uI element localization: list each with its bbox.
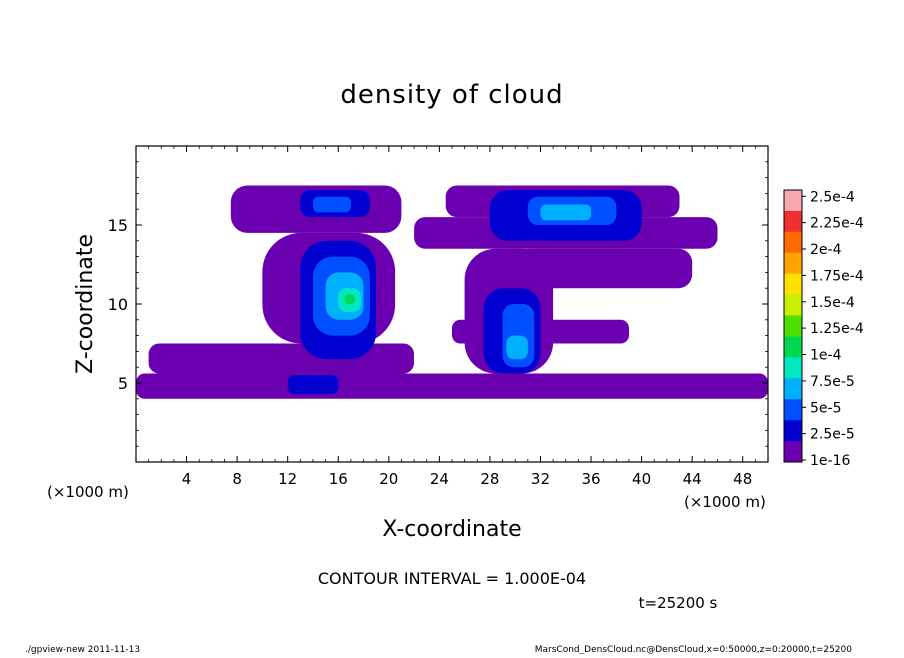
colorbar-label: 2.25e-4 — [810, 216, 864, 232]
colorbar-label: 1.75e-4 — [810, 268, 864, 284]
colorbar-label: 5e-5 — [810, 400, 841, 416]
colorbar-swatch — [784, 190, 802, 211]
contour-interval-text: CONTOUR INTERVAL = 1.000E-04 — [318, 569, 586, 588]
cloud-region-0 — [136, 374, 768, 399]
x-unit-label-right: (×1000 m) — [684, 493, 766, 511]
x-tick-label: 48 — [733, 470, 752, 488]
colorbar-swatch — [784, 399, 802, 420]
cloud-region-7 — [515, 249, 692, 289]
colorbar-swatch — [784, 337, 802, 358]
colorbar-swatch — [784, 232, 802, 253]
colorbar-swatch — [784, 253, 802, 274]
x-tick-label: 32 — [531, 470, 550, 488]
x-tick-label: 40 — [632, 470, 651, 488]
colorbar-swatch — [784, 274, 802, 295]
x-axis-label: X-coordinate — [382, 517, 521, 542]
footer-left: ./gpview-new 2011-11-13 — [25, 645, 140, 654]
x-tick-label: 28 — [480, 470, 499, 488]
cloud-region-17 — [313, 197, 351, 213]
x-tick-label: 12 — [278, 470, 297, 488]
time-text: t=25200 s — [639, 594, 718, 612]
colorbar-label: 1e-16 — [810, 453, 850, 469]
y-tick-label: 10 — [108, 295, 128, 314]
colorbar-label: 2.5e-5 — [810, 427, 855, 443]
colorbar-swatch — [784, 316, 802, 337]
x-tick-label: 16 — [329, 470, 348, 488]
colorbar-label: 2e-4 — [810, 242, 842, 258]
colorbar-swatch — [784, 357, 802, 378]
x-tick-label: 8 — [232, 470, 242, 488]
colorbar-label: 1e-4 — [810, 348, 842, 364]
colorbar-swatch — [784, 441, 802, 462]
x-tick-label: 20 — [379, 470, 398, 488]
y-tick-label: 5 — [118, 374, 128, 393]
colorbar: 2.5e-4 2.25e-4 2e-4 1.75e-4 1.5e-4 1.25e-4 1e-… — [784, 189, 864, 469]
chart-title: density of cloud — [340, 80, 563, 110]
footer-right: MarsCond_DensCloud.nc@DensCloud,x=0:5000… — [535, 645, 852, 654]
colorbar-label: 7.5e-5 — [810, 374, 855, 390]
colorbar-swatch — [784, 378, 802, 399]
x-tick-label: 44 — [683, 470, 702, 488]
colorbar-label: 1.5e-4 — [810, 295, 855, 311]
cloud-region-19 — [541, 205, 592, 221]
colorbar-swatch — [784, 295, 802, 316]
colorbar-label: 1.25e-4 — [810, 321, 864, 337]
cloud-region-22 — [345, 295, 355, 305]
x-tick-label: 4 — [182, 470, 192, 488]
cloud-region-13 — [288, 375, 339, 394]
y-axis-label: Z-coordinate — [73, 234, 98, 374]
x-tick-label: 36 — [581, 470, 600, 488]
plot-area — [136, 186, 768, 399]
colorbar-swatch — [784, 420, 802, 441]
colorbar-swatch — [784, 211, 802, 232]
cloud-region-20 — [506, 336, 528, 360]
x-unit-label-left: (×1000 m) — [47, 483, 129, 501]
colorbar-label: 2.5e-4 — [810, 189, 855, 205]
x-tick-label: 24 — [430, 470, 449, 488]
cloud-region-1 — [149, 344, 414, 374]
y-tick-label: 15 — [108, 216, 128, 235]
